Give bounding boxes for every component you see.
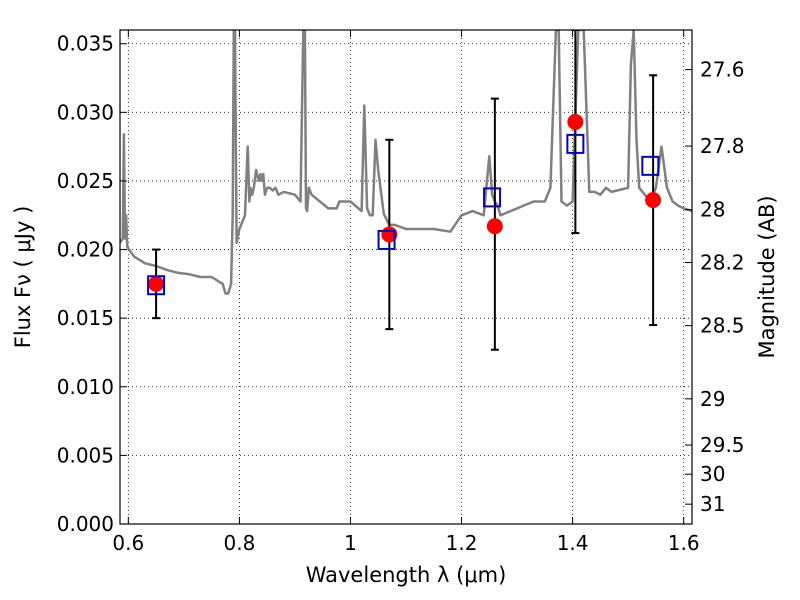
model-photometry-square <box>566 133 585 154</box>
y-tick-label: 0.020 <box>57 238 114 262</box>
right-tick-label: 28.5 <box>700 314 745 338</box>
x-tick-label: 0.6 <box>112 531 144 555</box>
x-tick-label: 1 <box>344 531 357 555</box>
axis-ticks: 0.6 0.8 1 1.2 1.4 1.6 0.000 0.005 0.010 0.015 0.02… <box>57 30 745 555</box>
y-tick-label: 0.035 <box>57 32 114 56</box>
plot-area <box>120 30 692 351</box>
right-tick-label: 31 <box>700 492 725 516</box>
observed-flux-point <box>486 218 503 235</box>
right-tick-label: 29 <box>700 387 725 411</box>
plot-frame <box>119 29 693 525</box>
y-tick-label: 0.015 <box>57 306 114 330</box>
model-photometry-square <box>641 155 660 176</box>
x-tick-label: 1.2 <box>446 531 478 555</box>
x-tick-label: 0.8 <box>223 531 255 555</box>
x-axis-label: Wavelength λ (μm) <box>306 563 507 587</box>
right-tick-label: 28 <box>700 198 725 222</box>
model-photometry-square <box>377 229 396 250</box>
model-spectrum-line <box>120 30 692 295</box>
right-tick-label: 29.5 <box>700 433 745 457</box>
y-tick-label: 0.025 <box>57 169 114 193</box>
y-tick-label: 0.005 <box>57 443 114 467</box>
x-tick-label: 1.4 <box>557 531 589 555</box>
model-photometry-square <box>483 187 502 208</box>
y-tick-label: 0.000 <box>57 512 114 536</box>
right-tick-label: 28.2 <box>700 251 745 275</box>
y-tick-label: 0.030 <box>57 100 114 124</box>
right-axis-label: Magnitude (AB) <box>755 195 779 358</box>
x-tick-label: 1.6 <box>668 531 700 555</box>
right-tick-label: 30 <box>700 462 725 486</box>
right-tick-label: 27.6 <box>700 58 745 82</box>
observed-flux-point <box>567 113 584 130</box>
observed-flux-point <box>645 192 662 209</box>
y-axis-label: Flux Fν ( μJy ) <box>11 206 35 349</box>
y-tick-label: 0.010 <box>57 375 114 399</box>
model-photometry-square <box>147 275 166 296</box>
right-tick-label: 27.8 <box>700 134 745 158</box>
observed-flux-point <box>148 275 165 292</box>
